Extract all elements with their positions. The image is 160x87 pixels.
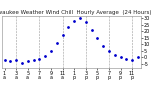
Title: Milwaukee Weather Wind Chill  Hourly Average  (24 Hours): Milwaukee Weather Wind Chill Hourly Aver… bbox=[0, 10, 152, 15]
